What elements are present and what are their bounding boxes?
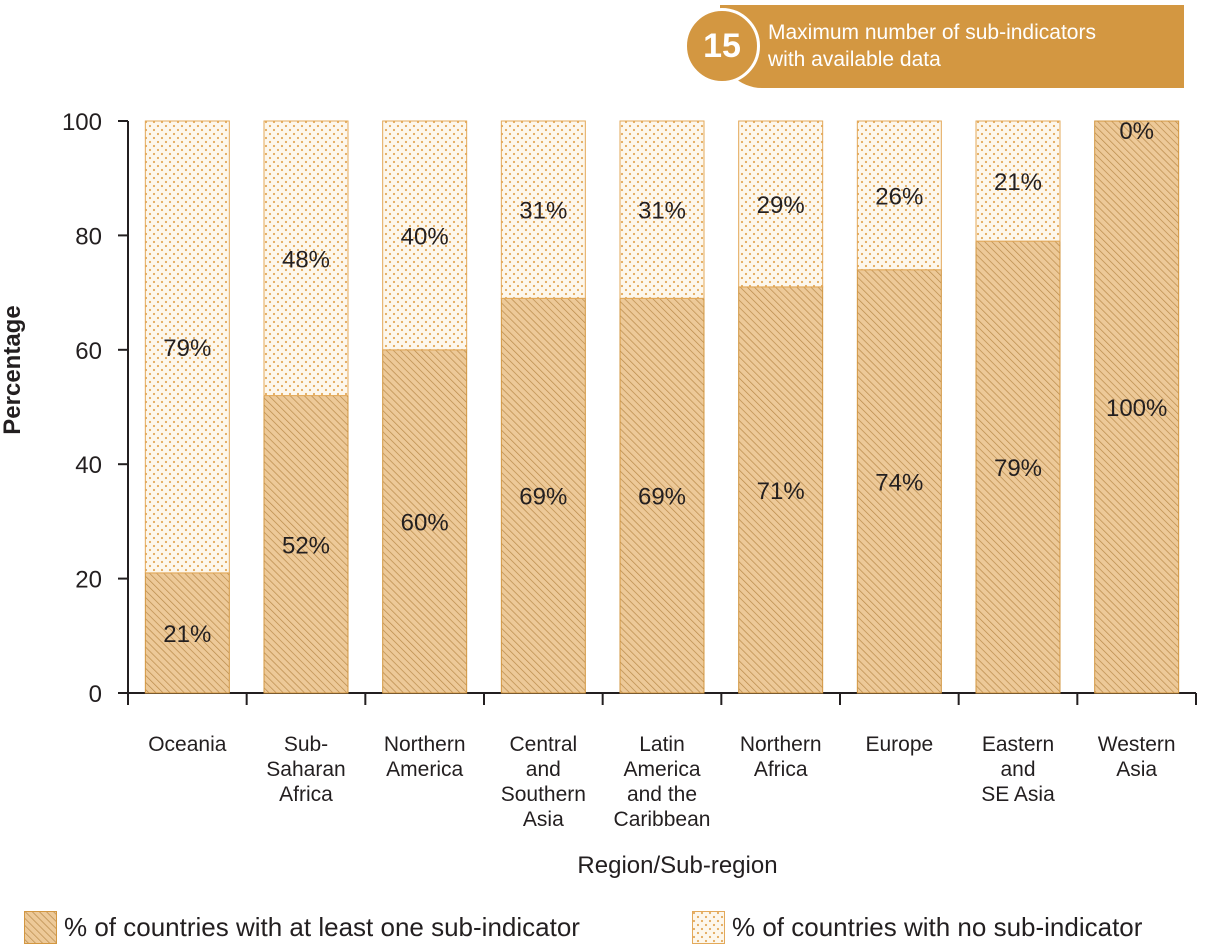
max-subindicators-badge: 15 Maximum number of sub-indicators with… [684,5,1184,88]
data-label-no-sub: 31% [519,198,567,225]
bar-segment-no-sub [144,120,230,574]
data-label-at-least-one: 60% [401,509,449,536]
x-category-label: Western Asia [1098,733,1176,781]
y-axis-title: Percentage [0,305,26,434]
bar-segment-no-sub [975,120,1061,242]
x-category-label-line: SE Asia [981,783,1055,806]
bar-segment-no-sub [382,120,468,351]
data-label-at-least-one: 71% [757,478,805,505]
badge-number: 15 [684,8,760,84]
x-category-label: Northern Africa [740,733,822,781]
legend: % of countries with at least one sub-ind… [0,905,1209,949]
x-axis-title: Region/Sub-region [577,852,778,879]
data-label-no-sub: 79% [163,335,211,362]
x-category-label-line: Sub- [284,733,328,756]
y-tick-label: 100 [62,109,102,136]
x-category-label-line: Eastern [982,733,1054,756]
x-category-label-line: Europe [865,733,933,756]
x-category-label-line: Northern [740,733,822,756]
data-label-at-least-one: 100% [1106,395,1167,422]
x-category-label: Oceania [148,733,227,756]
x-category-label-line: Oceania [148,733,227,756]
x-category-label-line: Asia [523,808,564,831]
bar-segment-at-least-one [738,286,824,694]
x-category-label-line: Southern [501,783,586,806]
bar-segment-at-least-one [1094,120,1180,694]
badge-text-line1: Maximum number of sub-indicators [768,21,1096,44]
y-tick-label: 80 [75,223,102,250]
badge-text: Maximum number of sub-indicators with av… [768,19,1178,73]
data-label-no-sub: 31% [638,198,686,225]
data-label-no-sub: 48% [282,246,330,273]
data-label-no-sub: 26% [875,183,923,210]
bar-segment-at-least-one [500,297,586,694]
badge-text-line2: with available data [768,48,941,71]
x-category-label-line: America [386,758,463,781]
data-label-at-least-one: 69% [638,484,686,511]
x-category-label-line: America [623,758,700,781]
bar-segment-no-sub [619,120,705,299]
x-category-label-line: Central [509,733,577,756]
y-tick-label: 60 [75,338,102,365]
legend-label-at-least-one: % of countries with at least one sub-ind… [64,912,580,942]
x-category-label: Sub-Saharan Africa [266,733,345,806]
x-category-label-line: Northern [384,733,466,756]
x-category-label: Northern America [384,733,466,781]
x-category-label: Central and Southern Asia [501,733,586,831]
y-tick-label: 0 [89,681,102,708]
badge-banner [720,5,1184,88]
data-label-at-least-one: 74% [875,469,923,496]
bar-segment-at-least-one [856,269,942,694]
bar-segment-no-sub [738,120,824,288]
bar-segment-no-sub [263,120,349,397]
x-category-label-line: Asia [1116,758,1157,781]
data-label-at-least-one: 21% [163,621,211,648]
data-label-no-sub: 21% [994,169,1042,196]
legend-swatch-hatched [24,911,57,944]
x-category-label-line: and [1000,758,1035,781]
x-category-label-line: and the [627,783,697,806]
bar-segment-no-sub [856,120,942,271]
y-tick-label: 40 [75,452,102,479]
x-category-label: Latin America and the Caribbean [614,733,711,831]
x-category-label-line: Saharan [266,758,345,781]
legend-label-no-sub: % of countries with no sub-indicator [732,912,1143,942]
x-category-label-line: Western [1098,733,1176,756]
bar-segment-at-least-one [619,297,705,694]
data-label-no-sub: 29% [757,192,805,219]
data-label-no-sub: 0% [1119,118,1154,145]
data-label-at-least-one: 52% [282,532,330,559]
data-label-no-sub: 40% [401,223,449,250]
y-tick-label: 20 [75,567,102,594]
x-category-label-line: Africa [754,758,808,781]
data-label-at-least-one: 79% [994,455,1042,482]
x-category-label-line: Caribbean [614,808,711,831]
x-category-label-line: and [526,758,561,781]
x-category-label: Eastern and SE Asia [981,733,1055,806]
bar-segment-at-least-one [382,349,468,694]
x-category-label-line: Africa [279,783,333,806]
bar-segment-no-sub [500,120,586,299]
bar-segment-at-least-one [975,240,1061,694]
data-label-at-least-one: 69% [519,484,567,511]
x-category-label: Europe [865,733,933,756]
x-category-label-line: Latin [639,733,685,756]
legend-swatch-dotted [692,911,725,944]
